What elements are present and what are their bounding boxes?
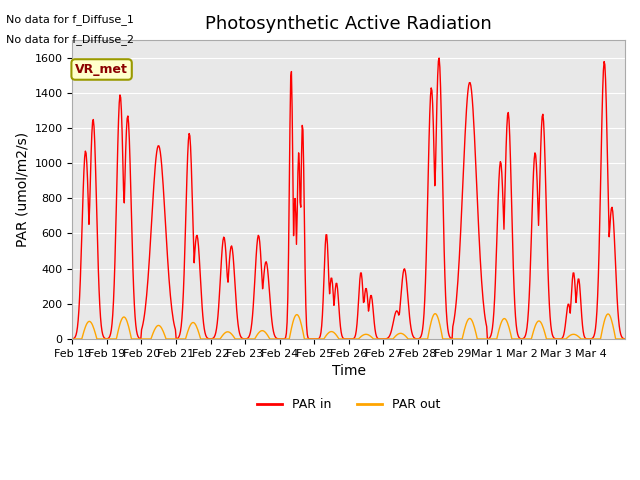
PAR out [438,329,445,335]
PAR out [235,336,243,342]
PAR in [406,320,414,326]
PAR in [68,336,76,342]
PAR in [284,319,291,325]
Text: No data for f_Diffuse_1: No data for f_Diffuse_1 [6,14,134,25]
PAR in [310,336,317,342]
Text: No data for f_Diffuse_2: No data for f_Diffuse_2 [6,34,134,45]
Line: PAR in: PAR in [72,58,625,339]
PAR in [435,55,443,61]
PAR out [406,336,413,342]
PAR out [262,330,270,336]
PAR in [262,259,270,264]
Text: VR_met: VR_met [75,63,128,76]
Line: PAR out: PAR out [72,314,625,339]
Y-axis label: PAR (umol/m2/s): PAR (umol/m2/s) [15,132,29,247]
PAR out [284,336,291,342]
PAR in [621,336,629,342]
X-axis label: Time: Time [332,364,365,378]
PAR in [235,327,243,333]
Legend: PAR in, PAR out: PAR in, PAR out [252,394,445,416]
PAR out [133,336,141,342]
PAR in [438,147,446,153]
PAR out [68,336,76,342]
Title: Photosynthetic Active Radiation: Photosynthetic Active Radiation [205,15,492,33]
PAR in [133,331,141,337]
PAR out [431,311,438,317]
PAR out [621,336,629,342]
